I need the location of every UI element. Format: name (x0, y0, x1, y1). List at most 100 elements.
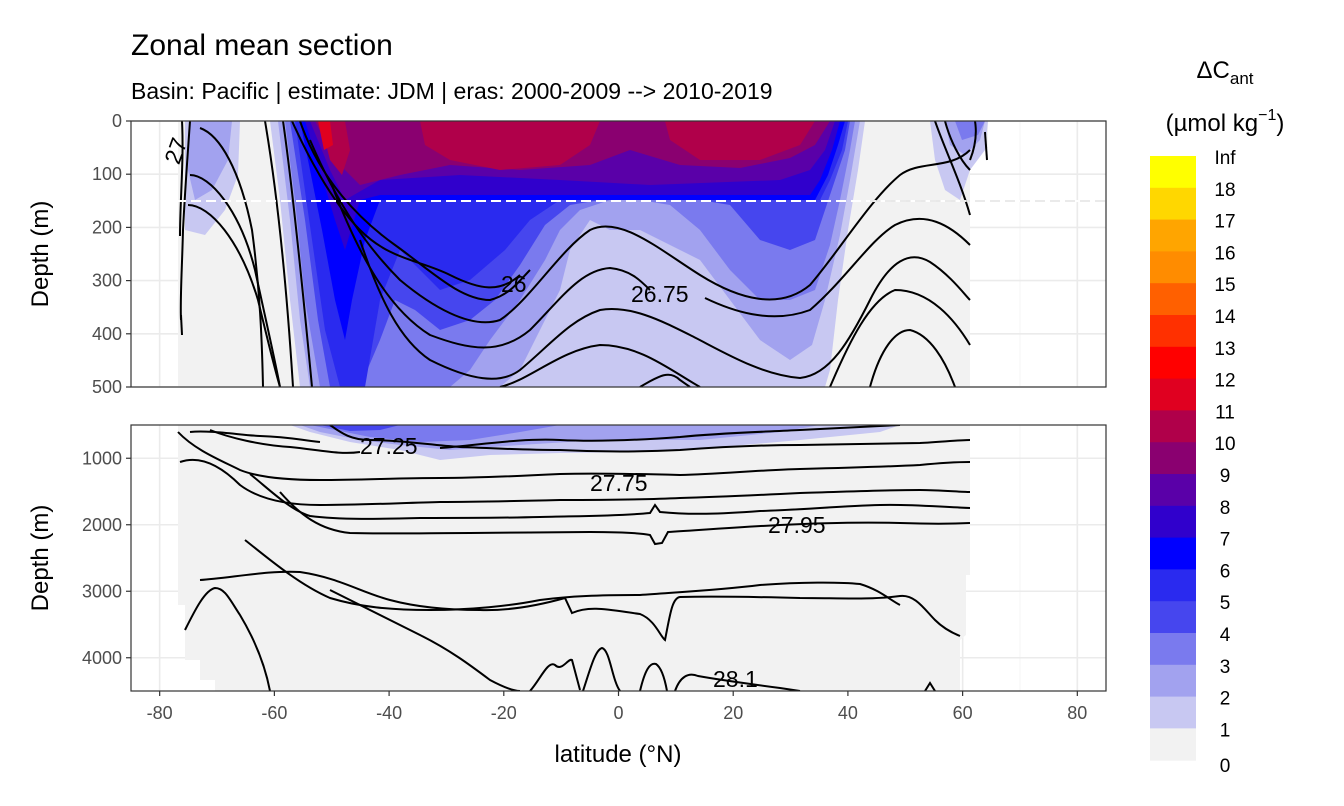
legend-break-label: 15 (1214, 275, 1235, 296)
upper-contour (359, 239, 971, 380)
legend-break-label: 4 (1220, 625, 1231, 646)
legend-break-label: 6 (1220, 561, 1231, 582)
lower-y-axis: 1000 2000 3000 4000 (82, 448, 131, 668)
contour-label-27-25: 27.25 (360, 433, 418, 459)
upper-contour (299, 121, 531, 302)
x-tick-label: 40 (838, 703, 858, 723)
legend-key (1150, 633, 1196, 666)
legend-break-label: 14 (1214, 307, 1236, 328)
y-tick-label: 200 (92, 217, 122, 237)
upper-contour (829, 288, 971, 387)
upper-contour (282, 121, 313, 387)
upper-contour (944, 121, 971, 171)
contour-label-27-95: 27.95 (768, 512, 826, 538)
legend-key (1150, 187, 1196, 221)
upper-contour (309, 139, 971, 324)
legend-break-label: 0 (1220, 756, 1231, 777)
legend-key (1150, 251, 1196, 284)
lower-contour (924, 681, 936, 691)
upper-contours (179, 121, 988, 387)
upper-contour (179, 121, 184, 237)
upper-contour (499, 343, 701, 387)
x-tick-label: -20 (491, 703, 517, 723)
legend-break-label: 11 (1215, 402, 1235, 423)
legend-break-label: Inf (1214, 148, 1236, 169)
legend-break-label: 18 (1214, 180, 1235, 201)
legend-break-label: 7 (1220, 530, 1231, 551)
upper-y-axis: 0 100 200 300 400 500 (92, 111, 131, 397)
legend-key (1150, 474, 1196, 507)
legend-break-label: 9 (1220, 466, 1231, 487)
lower-contour (639, 662, 668, 691)
legend-break-label: 16 (1214, 243, 1235, 264)
y-tick-label: 500 (92, 377, 122, 397)
legend-key (1150, 219, 1196, 252)
legend-break-label: 5 (1220, 593, 1231, 614)
contour-label-27-75: 27.75 (590, 470, 648, 496)
x-tick-label: -40 (376, 703, 402, 723)
upper-contour (179, 121, 191, 321)
y-tick-label: 0 (112, 111, 122, 131)
legend-key (1150, 537, 1196, 570)
lower-contour (177, 431, 971, 482)
lower-contour (184, 586, 271, 691)
lower-contour (582, 646, 621, 691)
x-tick-label: 80 (1067, 703, 1087, 723)
legend-key (1150, 283, 1196, 316)
lower-contour (529, 658, 581, 691)
legend-title: ΔCant (1196, 57, 1253, 88)
upper-contour (291, 121, 521, 289)
legend-key (1150, 156, 1196, 189)
upper-fill-11-12 (318, 121, 333, 150)
legend-key (1150, 728, 1196, 761)
y-tick-label: 4000 (82, 648, 122, 668)
lower-contour (179, 458, 971, 507)
upper-contour (704, 217, 971, 318)
legend-key (1150, 601, 1196, 634)
lower-contour (329, 589, 521, 691)
contour-label-28-1: 28.1 (713, 666, 758, 692)
y-tick-label: 300 (92, 271, 122, 291)
upper-contour (180, 314, 183, 336)
upper-contour (329, 179, 651, 349)
lower-y-axis-label: Depth (m) (27, 505, 54, 612)
lower-contour (189, 430, 321, 443)
x-axis-label: latitude (°N) (555, 741, 682, 768)
upper-contour (639, 373, 691, 387)
lower-fill-4-5 (320, 425, 400, 431)
chart-subtitle: Basin: Pacific | estimate: JDM | eras: 2… (131, 78, 773, 104)
lower-contour (329, 425, 971, 453)
x-tick-label: 20 (723, 703, 743, 723)
lower-contours (177, 425, 971, 691)
lower-contour (249, 473, 971, 520)
legend-key (1150, 346, 1196, 380)
upper-contour (199, 127, 264, 387)
lower-contour (674, 673, 801, 691)
upper-contour (869, 328, 956, 387)
lower-contour (279, 491, 971, 546)
y-tick-label: 400 (92, 324, 122, 344)
upper-panel-border (130, 120, 1107, 388)
y-tick-label: 1000 (82, 448, 122, 468)
upper-contour (969, 121, 977, 161)
legend-unit: (µmol kg−1) (1166, 107, 1285, 137)
lower-fill-layers (178, 425, 970, 691)
x-axis: -80 -60 -40 -20 0 20 40 60 80 (147, 691, 1087, 723)
contour-label-26-75: 26.75 (631, 281, 689, 307)
x-tick-label: -60 (261, 703, 287, 723)
upper-contour (934, 121, 971, 216)
contour-label-26: 26 (501, 271, 527, 297)
legend-key (1150, 696, 1196, 729)
legend-break-label: 13 (1214, 339, 1235, 360)
legend-color-bar (1150, 156, 1196, 761)
legend-break-label: 12 (1214, 371, 1235, 392)
lower-contour (209, 429, 361, 454)
legend: ΔCant (µmol kg−1) Inf1817161514131211109… (1150, 57, 1284, 777)
legend-break-label: 8 (1220, 498, 1231, 519)
lower-contour (199, 570, 961, 642)
legend-break-label: 3 (1220, 657, 1231, 678)
upper-panel: 27 26 26.75 (130, 120, 1107, 388)
x-tick-label: 0 (613, 703, 623, 723)
y-tick-label: 100 (92, 164, 122, 184)
y-tick-label: 3000 (82, 581, 122, 601)
